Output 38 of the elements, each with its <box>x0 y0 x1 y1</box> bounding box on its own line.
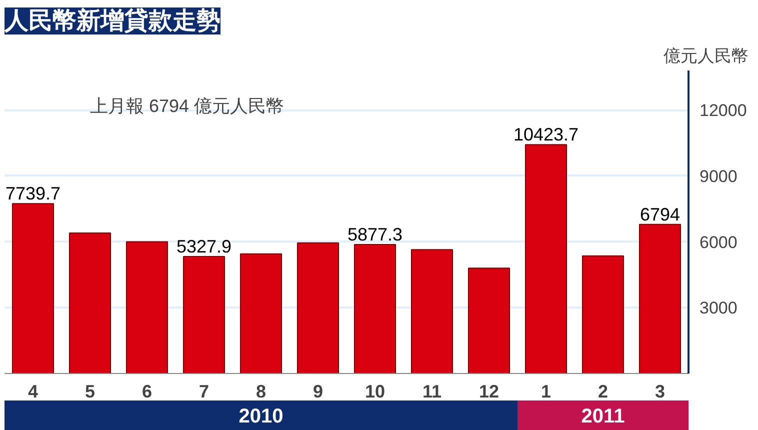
data-label: 6794 <box>640 204 680 224</box>
bar <box>638 224 682 374</box>
x-tick-label: 2 <box>598 382 608 402</box>
bar <box>468 268 510 374</box>
bar <box>582 255 624 374</box>
data-label: 7739.7 <box>5 184 61 204</box>
bar <box>410 249 454 374</box>
bar <box>354 244 396 374</box>
bar <box>12 203 54 374</box>
bar <box>182 256 226 374</box>
x-tick-label: 7 <box>198 382 210 402</box>
x-tick-label: 1 <box>540 382 552 402</box>
x-tick-label: 8 <box>256 382 266 402</box>
x-tick-label: 6 <box>142 382 152 402</box>
x-tick-label: 3 <box>654 382 666 402</box>
chart-title: 人民幣新增貸款走勢 <box>4 8 220 34</box>
text: 2010 <box>238 406 284 428</box>
x-tick-label: 11 <box>422 382 442 402</box>
data-label: 10423.7 <box>513 124 579 145</box>
x-tick-label: 12 <box>478 382 500 402</box>
y-tick-label: 12000 <box>700 101 747 120</box>
bar <box>240 253 282 374</box>
text: 2011 <box>581 406 625 428</box>
bar <box>126 241 168 374</box>
bar <box>296 242 340 374</box>
x-tick-label: 10 <box>364 382 386 402</box>
bar <box>68 232 112 374</box>
y-tick-label: 6000 <box>700 232 738 252</box>
x-tick-label: 4 <box>28 382 38 402</box>
y-tick-label: 3000 <box>700 298 738 318</box>
y-tick-label: 9000 <box>700 166 738 186</box>
x-tick-label: 9 <box>312 382 324 402</box>
data-label: 5327.9 <box>176 236 232 257</box>
data-label: 5877.3 <box>347 224 403 244</box>
annotation: 上月報 6794 億元人民幣 <box>90 96 284 116</box>
y-axis-title: 億元人民幣 <box>664 46 748 66</box>
bar <box>524 144 568 374</box>
x-tick-label: 5 <box>84 382 96 402</box>
